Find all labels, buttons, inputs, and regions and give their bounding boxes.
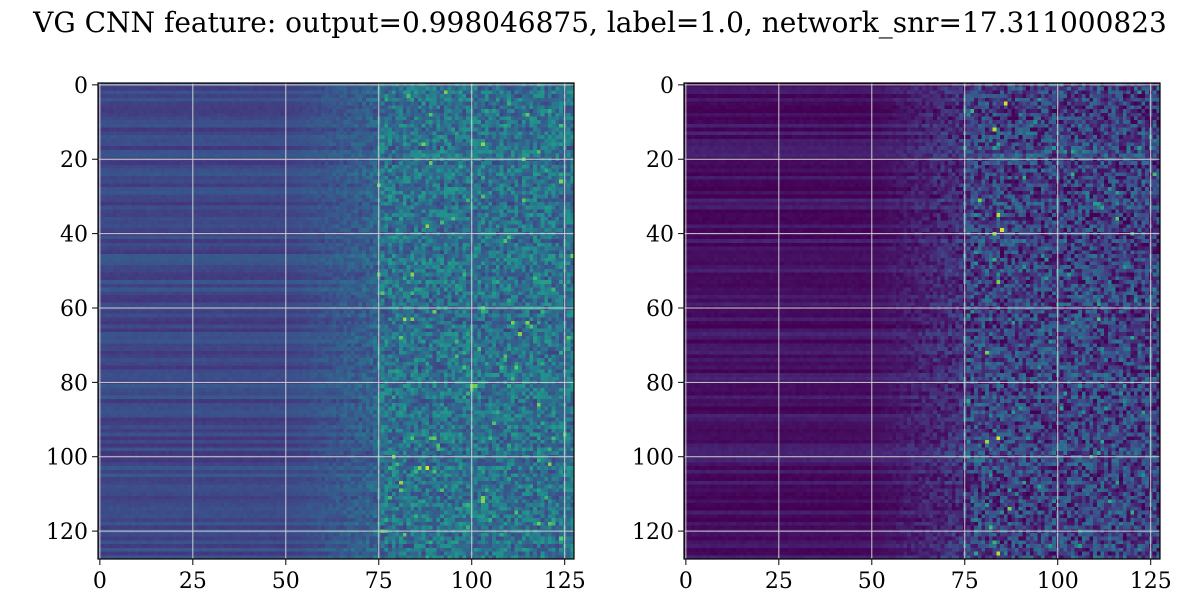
- y-tick-label: 100: [632, 446, 674, 471]
- y-tick-label: 120: [632, 520, 674, 545]
- figure-title: VG CNN feature: output=0.998046875, labe…: [33, 6, 1167, 39]
- y-tick-label: 60: [646, 297, 674, 322]
- y-tick-label: 100: [46, 446, 88, 471]
- y-tick-label: 0: [74, 74, 88, 99]
- x-tick-label: 0: [679, 569, 693, 594]
- y-tick-label: 80: [60, 371, 88, 396]
- x-tick-label: 75: [365, 569, 393, 594]
- y-tick-label: 80: [646, 371, 674, 396]
- y-tick-label: 40: [60, 223, 88, 248]
- y-tick-label: 60: [60, 297, 88, 322]
- y-tick-label: 20: [646, 148, 674, 173]
- x-tick-label: 75: [951, 569, 979, 594]
- y-tick-label: 120: [46, 520, 88, 545]
- x-tick-label: 25: [765, 569, 793, 594]
- y-tick-label: 0: [660, 74, 674, 99]
- x-tick-label: 125: [544, 569, 586, 594]
- heatmap-panel-right: 0 25 50 75 100 125 0 20 40 60 80 100 120: [632, 74, 1172, 594]
- heatmap-panel-left: 0 25 50 75 100 125 0 20 40 60 80 100 120: [46, 74, 586, 594]
- x-tick-label: 100: [1037, 569, 1079, 594]
- axes-frame: [683, 82, 1161, 560]
- x-tick-label: 50: [858, 569, 886, 594]
- x-tick-label: 125: [1130, 569, 1172, 594]
- x-tick-label: 50: [272, 569, 300, 594]
- heatmap-image: [98, 83, 574, 559]
- axes-frame: [97, 82, 575, 560]
- x-tick-label: 0: [93, 569, 107, 594]
- x-tick-label: 100: [451, 569, 493, 594]
- heatmap-image: [684, 83, 1160, 559]
- y-tick-label: 20: [60, 148, 88, 173]
- x-tick-label: 25: [179, 569, 207, 594]
- y-tick-label: 40: [646, 223, 674, 248]
